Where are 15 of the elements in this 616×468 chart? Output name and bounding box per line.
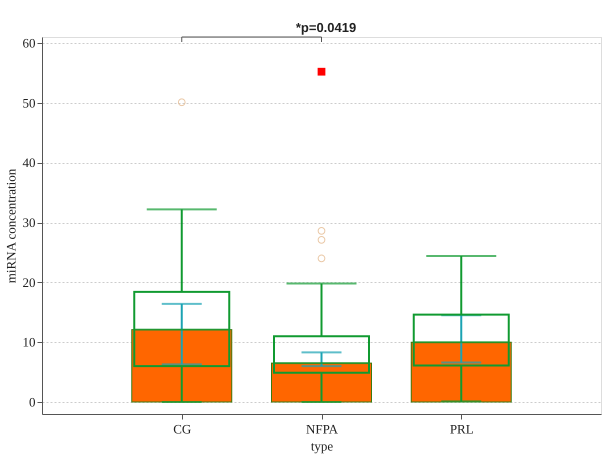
y-tick-label: 10 bbox=[22, 334, 36, 350]
y-tick-label: 50 bbox=[22, 95, 36, 110]
x-tick-label: PRL bbox=[450, 422, 474, 436]
text: *p=0.0419 bbox=[296, 20, 356, 35]
y-tick-label: 30 bbox=[22, 215, 36, 230]
x-tick-label: CG bbox=[173, 422, 192, 436]
y-axis-title: miRNA concentration bbox=[4, 168, 18, 284]
bar bbox=[131, 329, 232, 403]
y-tick-label: 60 bbox=[22, 35, 36, 50]
y-tick-label: 20 bbox=[22, 274, 36, 290]
x-tick-label: NFPA bbox=[306, 422, 339, 436]
bar bbox=[410, 342, 512, 403]
x-axis-title: type bbox=[310, 438, 334, 454]
y-tick-label: 40 bbox=[22, 155, 36, 170]
y-tick-label: 0 bbox=[29, 394, 36, 410]
